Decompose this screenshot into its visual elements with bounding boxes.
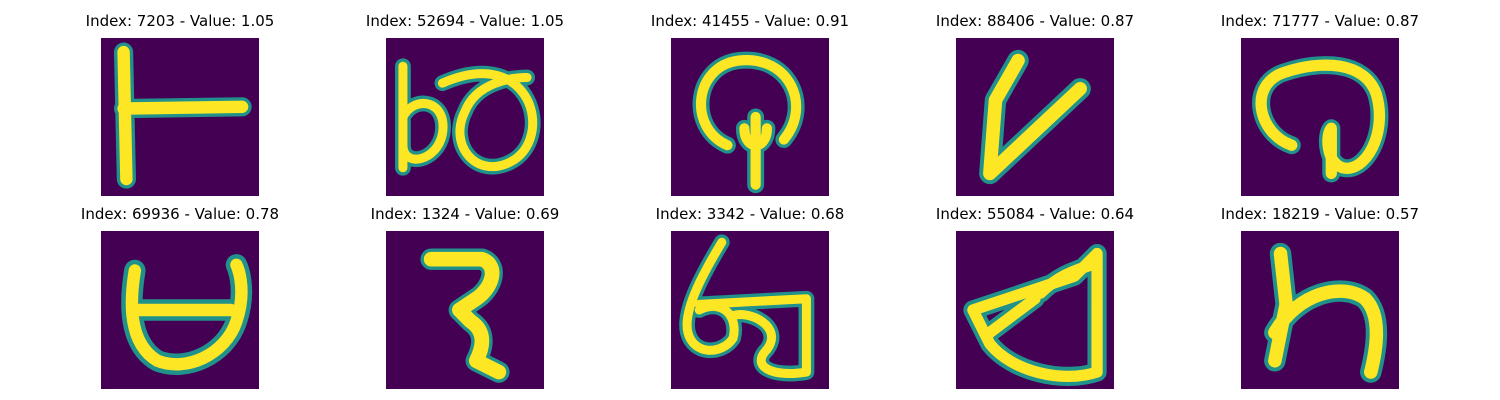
panel-3: Index: 41455 - Value: 0.91	[640, 10, 860, 200]
digit-image	[671, 231, 829, 389]
panel-5: Index: 71777 - Value: 0.87	[1210, 10, 1430, 200]
panel-title: Index: 3342 - Value: 0.68	[655, 205, 845, 223]
panel-1: Index: 7203 - Value: 1.05	[70, 10, 290, 200]
panel-title: Index: 1324 - Value: 0.69	[370, 205, 560, 223]
panel-7: Index: 1324 - Value: 0.69	[355, 203, 575, 393]
digit-image	[101, 231, 259, 389]
panel-title: Index: 88406 - Value: 0.87	[935, 12, 1135, 30]
panel-title: Index: 7203 - Value: 1.05	[85, 12, 275, 30]
digit-image	[386, 38, 544, 196]
panel-title: Index: 55084 - Value: 0.64	[935, 205, 1135, 223]
panel-title: Index: 18219 - Value: 0.57	[1220, 205, 1420, 223]
panel-2: Index: 52694 - Value: 1.05	[355, 10, 575, 200]
panel-10: Index: 18219 - Value: 0.57	[1210, 203, 1430, 393]
digit-image	[1241, 231, 1399, 389]
digit-image	[386, 231, 544, 389]
panel-4: Index: 88406 - Value: 0.87	[925, 10, 1145, 200]
panel-title: Index: 69936 - Value: 0.78	[80, 205, 280, 223]
digit-image	[671, 38, 829, 196]
digit-image	[956, 38, 1114, 196]
panel-title: Index: 41455 - Value: 0.91	[650, 12, 850, 30]
panel-6: Index: 69936 - Value: 0.78	[70, 203, 290, 393]
panel-8: Index: 3342 - Value: 0.68	[640, 203, 860, 393]
panel-title: Index: 71777 - Value: 0.87	[1220, 12, 1420, 30]
digit-image	[101, 38, 259, 196]
panel-title: Index: 52694 - Value: 1.05	[365, 12, 565, 30]
panel-9: Index: 55084 - Value: 0.64	[925, 203, 1145, 393]
digit-image	[1241, 38, 1399, 196]
digit-image	[956, 231, 1114, 389]
